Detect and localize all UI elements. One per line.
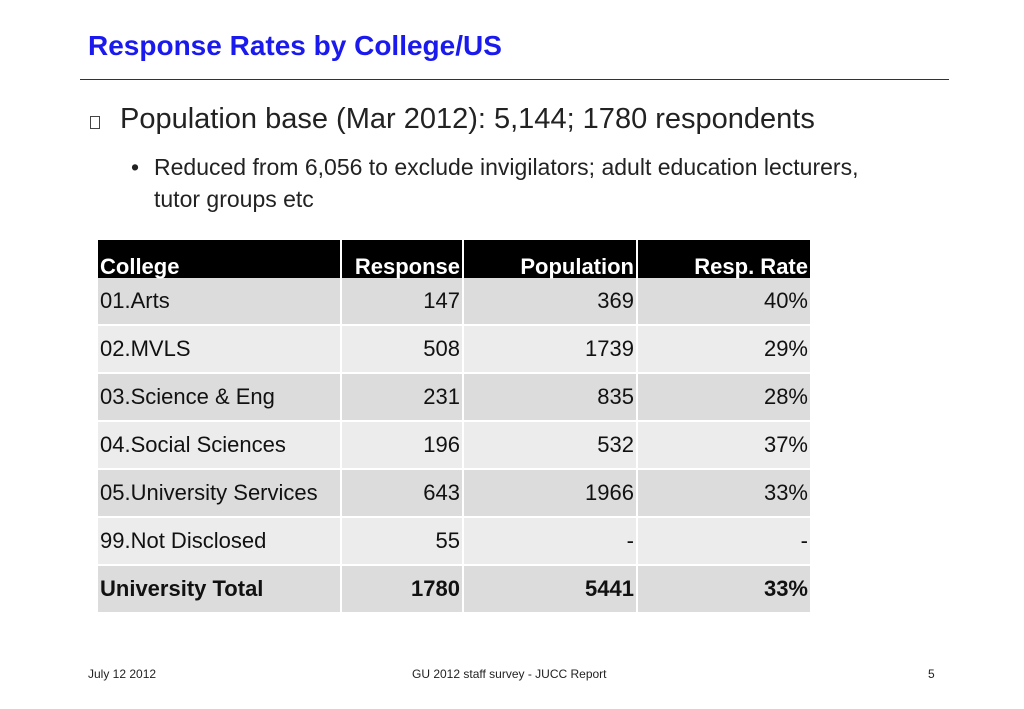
table-row: 05.University Services 643 1966 33% — [98, 469, 810, 518]
cell-resp-rate: 28% — [637, 373, 810, 422]
header-population: Population — [463, 240, 638, 278]
square-bullet-icon — [90, 116, 100, 129]
cell-response: 196 — [341, 421, 464, 470]
cell-response: 147 — [341, 278, 464, 326]
response-rates-table: College Response Population Resp. Rate 0… — [98, 240, 810, 614]
header-response: Response — [341, 240, 464, 278]
sub-bullet-text: Reduced from 6,056 to exclude invigilato… — [154, 154, 859, 212]
cell-college: 04.Social Sciences — [98, 421, 342, 470]
cell-resp-rate: 37% — [637, 421, 810, 470]
total-population: 5441 — [463, 565, 638, 614]
cell-population: 1739 — [463, 325, 638, 374]
table-row: 03.Science & Eng 231 835 28% — [98, 373, 810, 422]
sub-bullet: • Reduced from 6,056 to exclude invigila… — [131, 151, 891, 215]
table-row: 01.Arts 147 369 40% — [98, 278, 810, 326]
sub-bullet-marker: • — [131, 154, 140, 180]
footer-report-title: GU 2012 staff survey - JUCC Report — [412, 667, 607, 681]
table-header-row: College Response Population Resp. Rate — [98, 240, 810, 278]
cell-resp-rate: 33% — [637, 469, 810, 518]
total-college: University Total — [98, 565, 342, 614]
table-row: 04.Social Sciences 196 532 37% — [98, 421, 810, 470]
cell-population: - — [463, 517, 638, 566]
cell-resp-rate: 40% — [637, 278, 810, 326]
total-resp-rate: 33% — [637, 565, 810, 614]
cell-response: 508 — [341, 325, 464, 374]
cell-response: 643 — [341, 469, 464, 518]
cell-resp-rate: 29% — [637, 325, 810, 374]
cell-college: 02.MVLS — [98, 325, 342, 374]
header-college: College — [98, 240, 342, 278]
cell-college: 03.Science & Eng — [98, 373, 342, 422]
main-bullet-text: Population base (Mar 2012): 5,144; 1780 … — [120, 103, 815, 135]
cell-college: 01.Arts — [98, 278, 342, 326]
cell-college: 05.University Services — [98, 469, 342, 518]
total-response: 1780 — [341, 565, 464, 614]
cell-response: 231 — [341, 373, 464, 422]
cell-population: 1966 — [463, 469, 638, 518]
cell-population: 369 — [463, 278, 638, 326]
table-row: 99.Not Disclosed 55 - - — [98, 517, 810, 566]
table-row: 02.MVLS 508 1739 29% — [98, 325, 810, 374]
table-total-row: University Total 1780 5441 33% — [98, 565, 810, 614]
slide-title: Response Rates by College/US — [88, 30, 502, 61]
footer-date: July 12 2012 — [88, 667, 157, 681]
footer-page-number: 5 — [928, 667, 935, 681]
header-resp-rate: Resp. Rate — [637, 240, 810, 278]
main-bullet: Population base (Mar 2012): 5,144; 1780 … — [90, 103, 815, 136]
cell-population: 835 — [463, 373, 638, 422]
cell-population: 532 — [463, 421, 638, 470]
cell-college: 99.Not Disclosed — [98, 517, 342, 566]
cell-resp-rate: - — [637, 517, 810, 566]
cell-response: 55 — [341, 517, 464, 566]
title-divider — [80, 79, 949, 80]
